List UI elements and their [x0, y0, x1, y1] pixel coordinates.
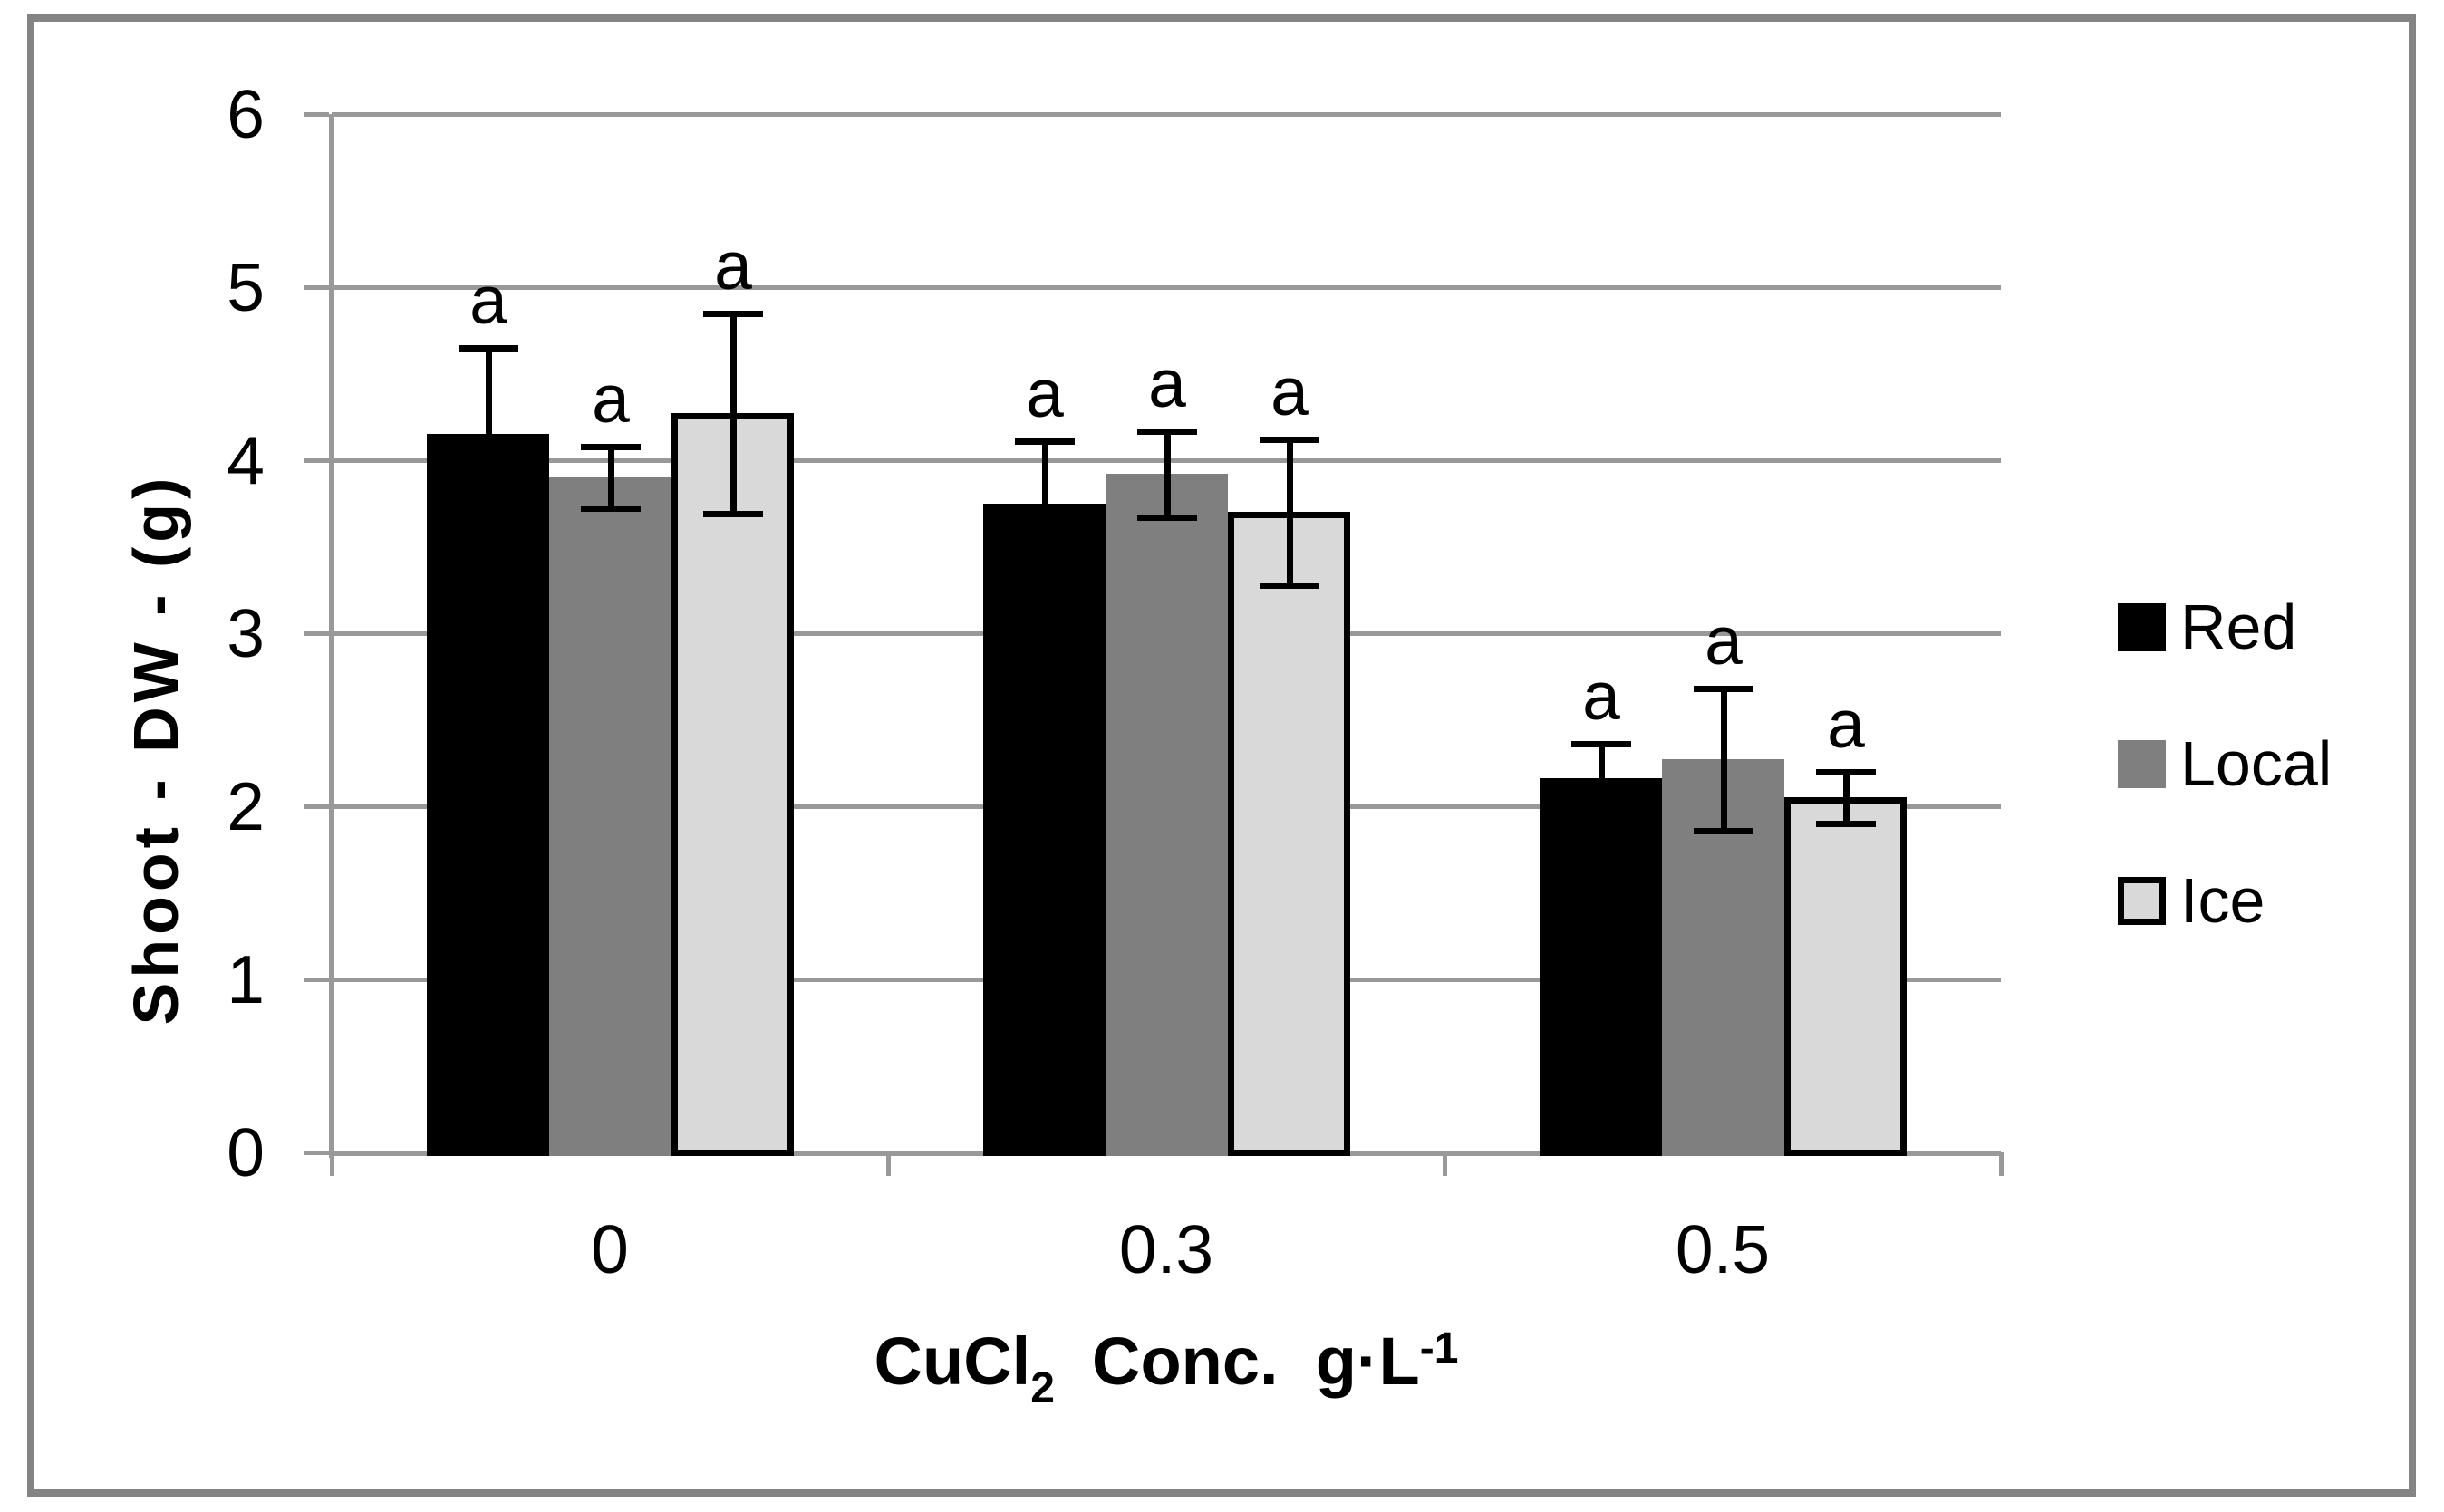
x-category-label: 0.3 [1118, 1211, 1214, 1287]
x-axis-title-part: -1 [1419, 1324, 1459, 1372]
bar-red-0.5 [1540, 778, 1662, 1156]
error-bar-line [1164, 431, 1171, 517]
legend-label-ice: Ice [2180, 865, 2265, 936]
y-tick-label: 4 [227, 422, 265, 498]
significance-label: a [1705, 602, 1743, 679]
bar-red-0 [427, 434, 549, 1156]
y-tick-label: 2 [227, 768, 265, 844]
gridline-6 [332, 112, 2001, 117]
error-bar-cap-top [1816, 769, 1876, 775]
legend-item-ice: Ice [2118, 855, 2265, 946]
legend-item-red: Red [2118, 582, 2296, 672]
error-bar-line [1287, 439, 1293, 585]
chart-outer-border [27, 14, 2416, 1497]
significance-label: a [1827, 686, 1865, 762]
error-bar-cap-bottom [1260, 583, 1319, 589]
significance-label: a [1270, 353, 1309, 429]
error-bar-cap-top [1694, 686, 1753, 692]
bar-red-0.3 [983, 504, 1106, 1156]
error-bar-cap-top [1137, 429, 1197, 435]
significance-label: a [1582, 658, 1620, 734]
x-tick [886, 1152, 891, 1176]
significance-label: a [592, 361, 630, 437]
y-tick [304, 804, 329, 809]
y-tick-label: 6 [227, 76, 265, 152]
y-tick [304, 458, 329, 463]
x-category-label: 0.5 [1675, 1211, 1771, 1287]
error-bar-cap-bottom [1694, 828, 1753, 834]
significance-label: a [1026, 355, 1064, 431]
error-bar-cap-top [703, 311, 763, 317]
significance-label: a [714, 227, 752, 303]
legend-label-red: Red [2180, 592, 2297, 662]
bar-ice-0.5 [1784, 797, 1907, 1156]
error-bar-line [608, 447, 614, 508]
error-bar-cap-bottom [1015, 563, 1075, 570]
y-tick [304, 285, 329, 290]
error-bar-cap-top [581, 444, 641, 450]
error-bar-line [1721, 689, 1727, 831]
y-tick [304, 978, 329, 982]
x-category-label: 0 [591, 1211, 629, 1287]
legend-item-local: Local [2118, 718, 2332, 809]
bar-ice-0.3 [1228, 512, 1350, 1156]
x-tick [1443, 1152, 1447, 1176]
x-axis-title-part: 2 [1030, 1364, 1055, 1412]
y-tick [304, 112, 329, 117]
significance-label: a [469, 262, 507, 338]
error-bar-cap-top [459, 345, 518, 352]
y-tick [304, 1151, 329, 1155]
legend-swatch-local [2118, 739, 2166, 788]
y-tick [304, 631, 329, 636]
x-axis-title-part: Conc. g·L [1054, 1324, 1420, 1399]
error-bar-cap-bottom [1137, 515, 1197, 521]
error-bar-line [1843, 772, 1850, 823]
bar-ice-0 [671, 413, 794, 1156]
legend-label-local: Local [2180, 728, 2333, 799]
error-bar-cap-bottom [459, 518, 518, 525]
y-tick-label: 1 [227, 941, 265, 1017]
error-bar-cap-bottom [581, 506, 641, 512]
y-tick-label: 0 [227, 1114, 265, 1190]
error-bar-line [1042, 441, 1048, 566]
error-bar-cap-top [1571, 741, 1631, 747]
x-tick [1999, 1152, 2004, 1176]
x-tick [330, 1152, 334, 1176]
x-axis-title: CuCl2 Conc. g·L-1 [623, 1323, 1710, 1412]
error-bar-cap-top [1260, 437, 1319, 443]
legend-swatch-ice [2118, 876, 2166, 925]
gridline-5 [332, 285, 2001, 290]
error-bar-cap-top [1015, 438, 1075, 445]
error-bar-cap-bottom [1571, 811, 1631, 817]
error-bar-line [730, 313, 737, 514]
error-bar-cap-bottom [1816, 821, 1876, 827]
y-axis-line [329, 114, 334, 1158]
y-tick-label: 3 [227, 595, 265, 671]
error-bar-cap-bottom [703, 511, 763, 517]
bar-local-0.3 [1106, 474, 1228, 1156]
error-bar-line [1599, 744, 1605, 814]
y-tick-label: 5 [227, 249, 265, 325]
legend-swatch-red [2118, 602, 2166, 651]
bar-local-0 [549, 477, 671, 1156]
error-bar-line [486, 348, 492, 521]
significance-label: a [1148, 345, 1186, 421]
x-axis-title-part: CuCl [874, 1324, 1031, 1399]
